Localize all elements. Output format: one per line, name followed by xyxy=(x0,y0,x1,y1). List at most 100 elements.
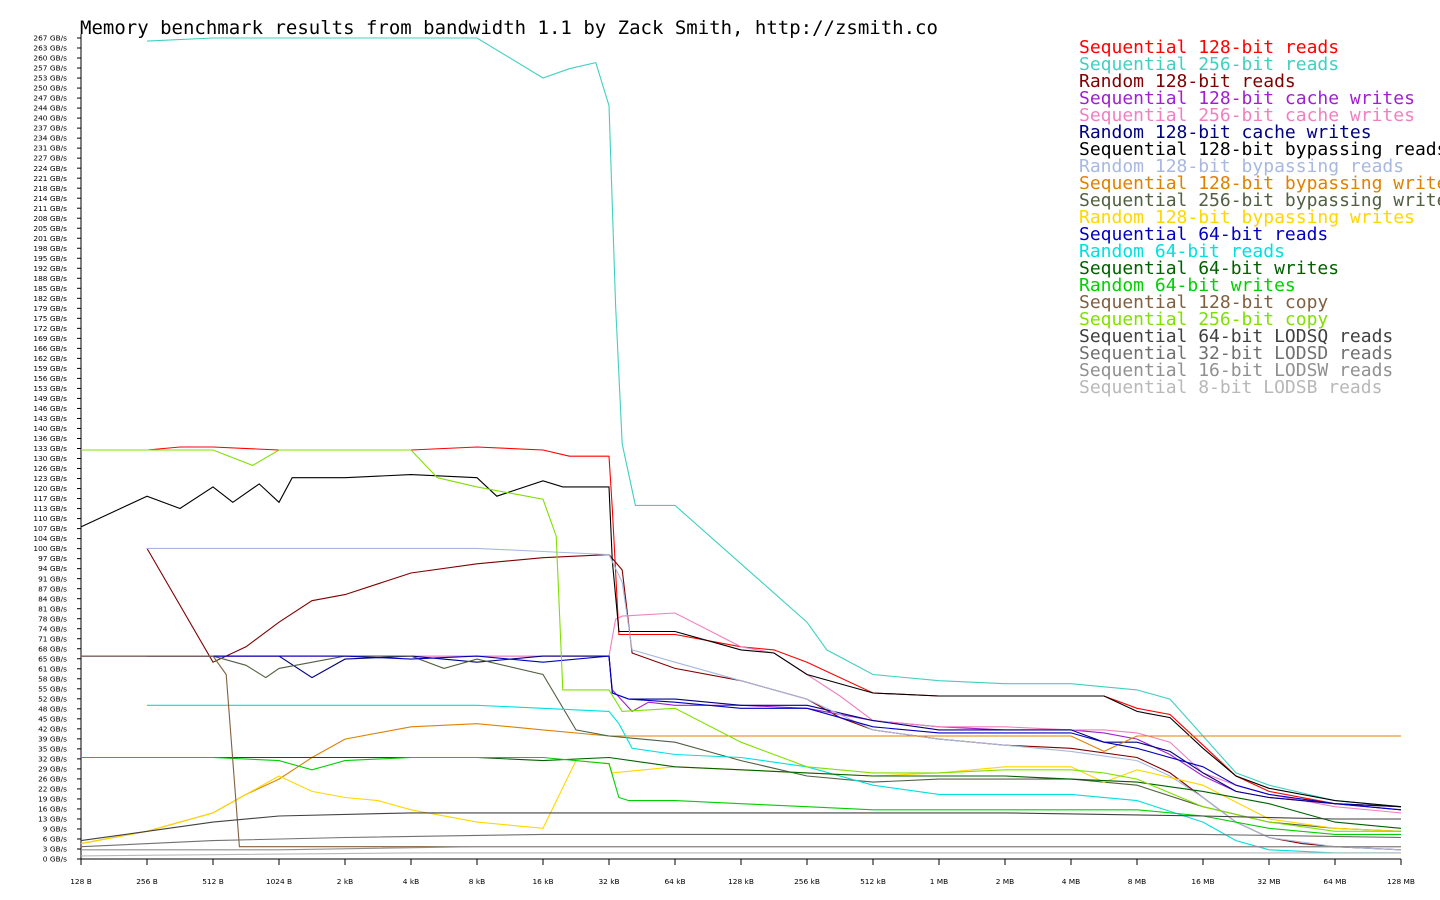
y-tick-label: 201 GB/s xyxy=(33,234,67,243)
x-tick-label: 1024 B xyxy=(266,877,292,886)
y-tick-label: 247 GB/s xyxy=(33,94,67,103)
series-line-5 xyxy=(81,612,1402,814)
y-tick-label: 263 GB/s xyxy=(33,44,67,53)
legend-entry-19: Sequential 32-bit LODSD reads xyxy=(1079,343,1393,364)
y-tick-label: 19 GB/s xyxy=(38,795,67,804)
y-tick-label: 211 GB/s xyxy=(33,204,67,213)
y-tick-label: 250 GB/s xyxy=(33,84,67,93)
y-tick-label: 179 GB/s xyxy=(33,304,67,313)
y-tick-label: 205 GB/s xyxy=(33,224,67,233)
x-tick-label: 128 kB xyxy=(728,877,754,886)
x-tick-label: 128 B xyxy=(70,877,92,886)
y-tick-label: 22 GB/s xyxy=(38,785,67,794)
y-tick-label: 104 GB/s xyxy=(33,534,67,543)
series-line-17 xyxy=(81,449,1401,832)
legend-entry-17: Sequential 256-bit copy xyxy=(1079,309,1328,330)
y-tick-label: 188 GB/s xyxy=(33,274,67,283)
x-tick-label: 512 B xyxy=(202,877,224,886)
y-tick-label: 257 GB/s xyxy=(33,64,67,73)
y-tick-label: 68 GB/s xyxy=(38,644,67,653)
series-line-2 xyxy=(146,37,1402,808)
series-line-7 xyxy=(80,474,1402,808)
y-tick-label: 244 GB/s xyxy=(33,104,67,113)
y-tick-label: 172 GB/s xyxy=(33,324,67,333)
chart-title: Memory benchmark results from bandwidth … xyxy=(80,17,938,39)
y-tick-label: 227 GB/s xyxy=(33,154,67,163)
y-tick-label: 55 GB/s xyxy=(38,684,67,693)
y-tick-label: 143 GB/s xyxy=(33,414,67,423)
x-tick-label: 128 MB xyxy=(1387,877,1415,886)
y-tick-label: 107 GB/s xyxy=(33,524,67,533)
legend-entry-7: Sequential 128-bit bypassing reads xyxy=(1079,139,1440,160)
legend-entry-21: Sequential 8-bit LODSB reads xyxy=(1079,377,1382,398)
y-tick-label: 91 GB/s xyxy=(38,574,67,583)
legend-entry-15: Random 64-bit writes xyxy=(1079,275,1296,296)
series-line-10 xyxy=(81,655,1402,832)
y-tick-label: 195 GB/s xyxy=(33,254,67,263)
x-tick-label: 512 kB xyxy=(860,877,886,886)
x-tick-label: 2 kB xyxy=(337,877,353,886)
y-tick-label: 110 GB/s xyxy=(33,514,67,523)
x-tick-label: 8 kB xyxy=(469,877,485,886)
y-tick-label: 74 GB/s xyxy=(38,624,67,633)
y-tick-label: 35 GB/s xyxy=(38,744,67,753)
series-lines xyxy=(80,37,1402,857)
y-tick-label: 13 GB/s xyxy=(38,815,67,824)
x-axis-ticks: 128 B 256 B 512 B 1024 B 2 kB 4 kB 8 kB 16 kB 32… xyxy=(70,859,1415,886)
y-axis-ticks: 0 GB/s3 GB/s6 GB/s9 GB/s13 GB/s16 GB/s19… xyxy=(33,34,81,864)
y-tick-label: 240 GB/s xyxy=(33,114,67,123)
y-tick-label: 48 GB/s xyxy=(38,704,67,713)
legend-entry-10: Sequential 256-bit bypassing writes xyxy=(1079,190,1440,211)
series-line-9 xyxy=(80,723,1401,845)
y-tick-label: 153 GB/s xyxy=(33,384,67,393)
legend-entry-12: Sequential 64-bit reads xyxy=(1079,224,1328,245)
x-tick-label: 4 kB xyxy=(403,877,419,886)
y-tick-label: 61 GB/s xyxy=(38,664,67,673)
y-tick-label: 29 GB/s xyxy=(38,764,67,773)
series-line-13 xyxy=(147,704,1401,854)
y-tick-label: 182 GB/s xyxy=(33,294,67,303)
x-tick-label: 256 kB xyxy=(794,877,820,886)
x-tick-label: 8 MB xyxy=(1128,877,1147,886)
y-tick-label: 231 GB/s xyxy=(33,144,67,153)
legend-entry-3: Random 128-bit reads xyxy=(1079,71,1296,92)
y-tick-label: 146 GB/s xyxy=(33,404,67,413)
legend-entry-16: Sequential 128-bit copy xyxy=(1079,292,1328,313)
y-tick-label: 65 GB/s xyxy=(38,654,67,663)
series-line-8 xyxy=(147,547,1402,851)
y-tick-label: 166 GB/s xyxy=(33,344,67,353)
y-tick-label: 175 GB/s xyxy=(33,314,67,323)
y-tick-label: 123 GB/s xyxy=(33,474,67,483)
y-tick-label: 71 GB/s xyxy=(38,634,67,643)
legend-entry-14: Sequential 64-bit writes xyxy=(1079,258,1339,279)
y-tick-label: 221 GB/s xyxy=(33,174,67,183)
y-tick-label: 208 GB/s xyxy=(33,214,67,223)
y-tick-label: 218 GB/s xyxy=(33,184,67,193)
series-line-6 xyxy=(147,655,1402,808)
x-tick-label: 16 kB xyxy=(532,877,553,886)
legend-entry-6: Random 128-bit cache writes xyxy=(1079,122,1372,143)
y-tick-label: 32 GB/s xyxy=(38,754,67,763)
series-line-14 xyxy=(81,756,1402,829)
x-tick-label: 256 B xyxy=(136,877,158,886)
y-tick-label: 58 GB/s xyxy=(38,674,67,683)
x-tick-label: 32 MB xyxy=(1257,877,1280,886)
y-tick-label: 26 GB/s xyxy=(38,775,67,784)
legend-entry-11: Random 128-bit bypassing writes xyxy=(1079,207,1415,228)
x-tick-label: 64 kB xyxy=(664,877,685,886)
y-tick-label: 6 GB/s xyxy=(43,835,67,844)
y-tick-label: 169 GB/s xyxy=(33,334,67,343)
x-tick-label: 16 MB xyxy=(1191,877,1214,886)
x-tick-label: 64 MB xyxy=(1323,877,1346,886)
y-tick-label: 162 GB/s xyxy=(33,354,67,363)
y-tick-label: 3 GB/s xyxy=(43,845,67,854)
legend-entry-2: Sequential 256-bit reads xyxy=(1079,54,1339,75)
y-tick-label: 39 GB/s xyxy=(38,734,67,743)
y-tick-label: 52 GB/s xyxy=(38,694,67,703)
y-tick-label: 16 GB/s xyxy=(38,805,67,814)
x-tick-label: 2 MB xyxy=(996,877,1015,886)
series-line-18 xyxy=(80,812,1401,842)
y-tick-label: 133 GB/s xyxy=(33,444,67,453)
y-tick-label: 192 GB/s xyxy=(33,264,67,273)
